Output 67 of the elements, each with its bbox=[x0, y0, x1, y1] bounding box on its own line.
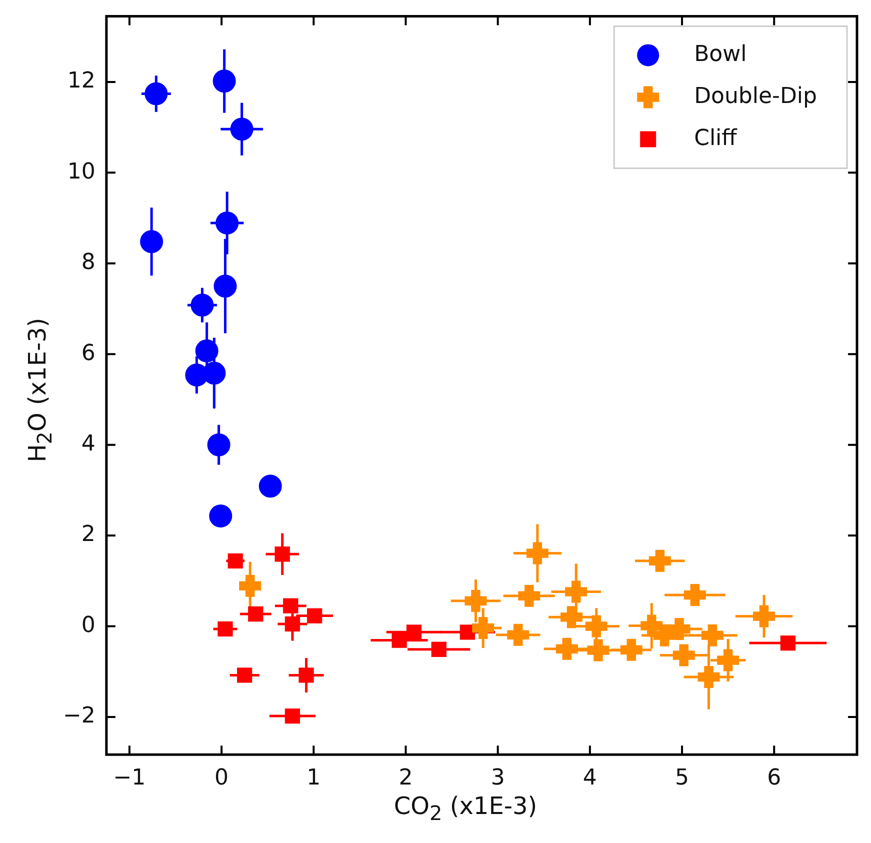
x-axis-title: CO$_{2}$ (x1E-3) bbox=[392, 792, 538, 825]
point bbox=[698, 666, 720, 688]
legend-label: Bowl bbox=[694, 42, 747, 67]
point bbox=[518, 584, 540, 607]
point bbox=[585, 615, 608, 638]
point bbox=[431, 642, 446, 657]
point bbox=[258, 474, 282, 498]
point bbox=[218, 621, 233, 637]
point bbox=[556, 638, 578, 660]
point bbox=[190, 294, 214, 317]
y-tick-label: 8 bbox=[81, 250, 96, 276]
point bbox=[230, 118, 254, 141]
x-tick-label: 3 bbox=[490, 766, 505, 791]
point bbox=[283, 598, 298, 614]
x-tick-label: 4 bbox=[582, 766, 597, 791]
point bbox=[274, 546, 290, 562]
point bbox=[144, 82, 168, 106]
y-tick-label: 6 bbox=[81, 340, 96, 366]
point bbox=[209, 504, 232, 528]
point bbox=[284, 616, 300, 632]
point bbox=[648, 550, 671, 572]
point bbox=[526, 542, 548, 564]
point bbox=[507, 624, 530, 646]
x-tick-label: 2 bbox=[398, 766, 413, 791]
point bbox=[464, 590, 487, 612]
y-tick-label: 4 bbox=[81, 432, 96, 457]
point bbox=[298, 668, 314, 683]
x-tick-label: 5 bbox=[675, 766, 690, 791]
point bbox=[684, 584, 706, 606]
y-tick-label: −2 bbox=[62, 704, 96, 729]
y-tick-label: 0 bbox=[81, 612, 96, 638]
y-tick-label: 10 bbox=[67, 159, 96, 184]
x-tick-label: −1 bbox=[113, 766, 146, 791]
point bbox=[212, 70, 236, 93]
point bbox=[306, 608, 322, 624]
point bbox=[216, 212, 239, 235]
point bbox=[565, 580, 588, 603]
point bbox=[214, 274, 237, 298]
point bbox=[406, 624, 422, 640]
point bbox=[672, 644, 695, 666]
point bbox=[717, 649, 740, 672]
x-tick-label: 0 bbox=[214, 766, 229, 791]
point bbox=[248, 606, 264, 622]
point bbox=[237, 668, 252, 683]
legend-label: Double-Dip bbox=[694, 84, 818, 109]
point bbox=[654, 624, 676, 646]
point bbox=[780, 635, 796, 651]
point bbox=[195, 339, 218, 362]
point bbox=[701, 624, 724, 646]
y-tick-label: 2 bbox=[81, 522, 96, 548]
x-tick-label: 1 bbox=[306, 766, 321, 791]
point bbox=[587, 639, 610, 662]
point bbox=[228, 553, 243, 568]
point bbox=[620, 638, 642, 661]
point bbox=[392, 632, 407, 648]
point bbox=[472, 617, 494, 640]
point bbox=[284, 708, 300, 724]
point bbox=[202, 362, 226, 385]
legend-label: Cliff bbox=[694, 126, 738, 151]
x-tick-label: 6 bbox=[767, 766, 782, 791]
point bbox=[140, 230, 164, 254]
y-tick-label: 12 bbox=[67, 68, 96, 94]
point bbox=[239, 574, 262, 597]
point bbox=[560, 606, 583, 628]
point bbox=[207, 433, 230, 456]
point bbox=[668, 618, 690, 640]
point bbox=[752, 605, 775, 628]
